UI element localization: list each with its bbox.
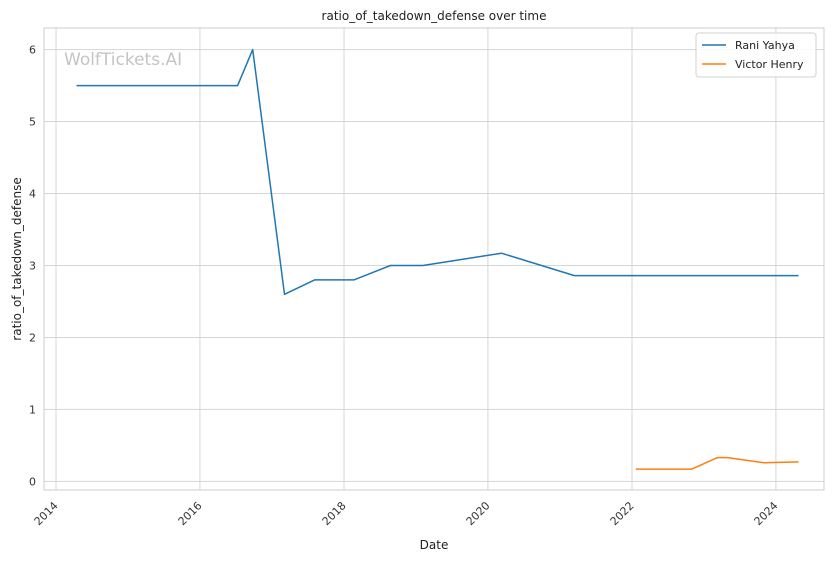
y-tick-label: 6 [29,44,36,57]
x-tick-label: 2018 [320,499,349,528]
grid [44,28,824,490]
plot-frame [43,27,825,491]
series-line-victor-henry [635,456,799,470]
x-tick-label: 2022 [608,499,637,528]
y-tick-label: 3 [29,259,36,272]
y-tick-label: 2 [29,331,36,344]
watermark: WolfTickets.AI [64,50,182,70]
x-tick-label: 2016 [176,499,205,528]
chart-title: ratio_of_takedown_defense over time [322,9,547,23]
y-tick-label: 1 [29,403,36,416]
x-tick-label: 2014 [32,499,61,528]
x-tick-label: 2020 [464,499,493,528]
y-axis-label: ratio_of_takedown_defense [10,177,24,340]
legend-label: Rani Yahya [735,39,795,52]
legend-label: Victor Henry [735,58,804,71]
x-axis: 2014 2016 2018 2020 2022 2024 [32,499,781,528]
y-tick-label: 0 [29,475,36,488]
series-line-rani-yahya [76,48,799,296]
legend-box [695,32,817,78]
x-axis-label: Date [420,538,449,552]
legend: Rani Yahya Victor Henry [695,32,817,78]
series-lines [76,48,799,470]
y-axis: 0 1 2 3 4 5 6 [29,44,36,489]
y-tick-label: 5 [29,116,36,129]
y-tick-label: 4 [29,188,36,201]
x-tick-label: 2024 [752,499,781,528]
